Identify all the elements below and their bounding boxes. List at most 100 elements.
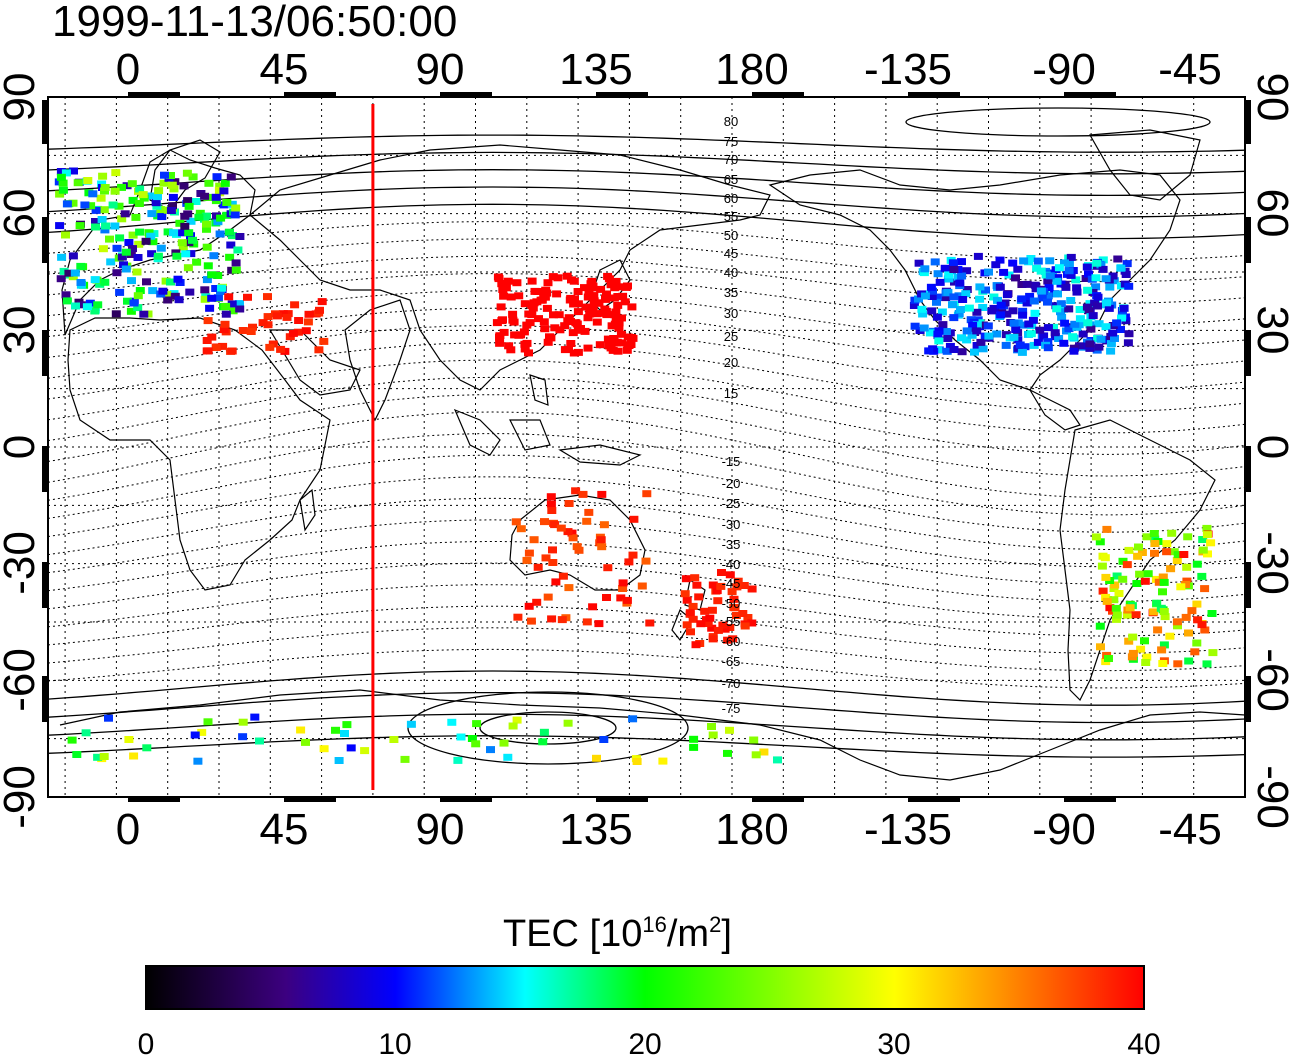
tec-cell	[110, 187, 120, 195]
tec-cell	[526, 617, 536, 625]
tec-cell	[934, 337, 944, 345]
tec-cell	[937, 308, 947, 316]
left-axis-ticks: 90 60 30 0 -30 -60 -90	[0, 73, 44, 829]
tec-cell	[115, 234, 125, 242]
tec-cell	[550, 521, 560, 529]
tec-cell	[156, 244, 166, 252]
tec-cell	[224, 228, 234, 236]
tec-cell	[1111, 604, 1121, 612]
tec-cell	[160, 171, 169, 179]
tec-cell	[1110, 335, 1119, 342]
tec-cell	[145, 192, 155, 200]
left-tick-label: -90	[0, 765, 44, 829]
tec-cell	[276, 345, 286, 353]
tec-cell	[225, 253, 235, 261]
tec-cell	[1050, 329, 1060, 337]
contour-line	[48, 134, 1245, 153]
tec-cell	[498, 316, 507, 324]
tec-cell	[1197, 621, 1207, 629]
tec-cell	[129, 752, 139, 760]
tec-cell	[599, 736, 609, 743]
tec-cell	[740, 622, 750, 630]
tec-cell	[146, 232, 156, 240]
tec-cell	[1125, 604, 1135, 612]
tec-cell	[216, 214, 226, 222]
tec-cell	[175, 219, 185, 227]
tec-cell	[68, 252, 78, 260]
tec-cell	[686, 628, 695, 636]
tec-cell	[1091, 274, 1101, 282]
tec-cell	[1035, 326, 1045, 334]
tec-cell	[1032, 264, 1042, 272]
tec-cell	[556, 524, 566, 532]
tec-cell	[991, 261, 1001, 269]
tec-cell	[962, 327, 972, 335]
tec-cell	[98, 172, 108, 180]
tec-cell	[596, 536, 606, 544]
tec-cell	[1053, 290, 1062, 298]
tec-cell	[520, 340, 530, 348]
tec-cell	[108, 201, 118, 209]
tec-cell	[1075, 306, 1085, 313]
tec-cell	[159, 179, 169, 187]
tec-cell	[562, 272, 572, 280]
tec-cell	[1154, 578, 1164, 586]
tec-cell	[1109, 596, 1119, 604]
tec-cell	[72, 751, 82, 758]
tec-cell	[941, 294, 951, 302]
tec-cell	[1152, 599, 1162, 607]
tec-cell	[560, 322, 570, 330]
tec-cell	[141, 237, 151, 245]
tec-cell	[1043, 338, 1053, 346]
tec-cell	[243, 293, 252, 301]
tec-cell	[128, 245, 137, 253]
tec-cell	[572, 543, 582, 551]
top-tick-label: 135	[559, 45, 632, 94]
tec-cell	[940, 264, 950, 272]
contour-oval-north	[905, 107, 1211, 137]
tec-cell	[984, 268, 993, 276]
tec-cell	[1167, 529, 1177, 537]
tec-cell	[692, 581, 702, 589]
tec-cell	[304, 310, 314, 318]
tec-cell	[524, 549, 534, 557]
tec-cell	[1116, 264, 1126, 272]
tec-cell	[1124, 330, 1134, 338]
tec-cell	[1033, 257, 1043, 265]
tec-cell	[186, 217, 196, 225]
tec-cell	[100, 226, 110, 234]
tec-cell	[166, 207, 176, 214]
left-tick-label: 90	[0, 73, 44, 122]
tec-cell	[727, 588, 737, 596]
tec-cell	[933, 330, 943, 338]
tec-cell	[1142, 533, 1152, 541]
tec-cell	[1106, 347, 1116, 355]
tec-cell	[712, 587, 722, 595]
contour-line	[48, 670, 1245, 706]
tec-cell	[1128, 649, 1138, 657]
contour-line	[48, 648, 1245, 689]
tec-cell	[1002, 310, 1012, 318]
tec-cell	[680, 590, 690, 598]
tec-cell	[148, 238, 158, 246]
tec-cell	[76, 301, 86, 309]
tec-cell	[1135, 570, 1145, 578]
tec-cell	[508, 310, 518, 318]
tec-cell	[569, 300, 579, 308]
tec-cell	[978, 321, 988, 329]
tec-cell	[134, 240, 144, 248]
tec-cell	[1098, 265, 1108, 273]
tec-cell	[1049, 323, 1058, 331]
tec-cell	[588, 603, 598, 611]
tec-cell	[564, 500, 574, 507]
tec-cell	[173, 275, 183, 283]
tec-cell	[127, 180, 137, 188]
tec-cell	[278, 310, 288, 318]
tec-cell	[1102, 597, 1112, 605]
tec-cell	[909, 302, 919, 309]
tec-cell	[606, 281, 616, 289]
tec-cell	[541, 554, 551, 562]
tec-cell	[961, 290, 971, 298]
tec-cell	[135, 228, 145, 236]
tec-cell	[106, 258, 116, 266]
